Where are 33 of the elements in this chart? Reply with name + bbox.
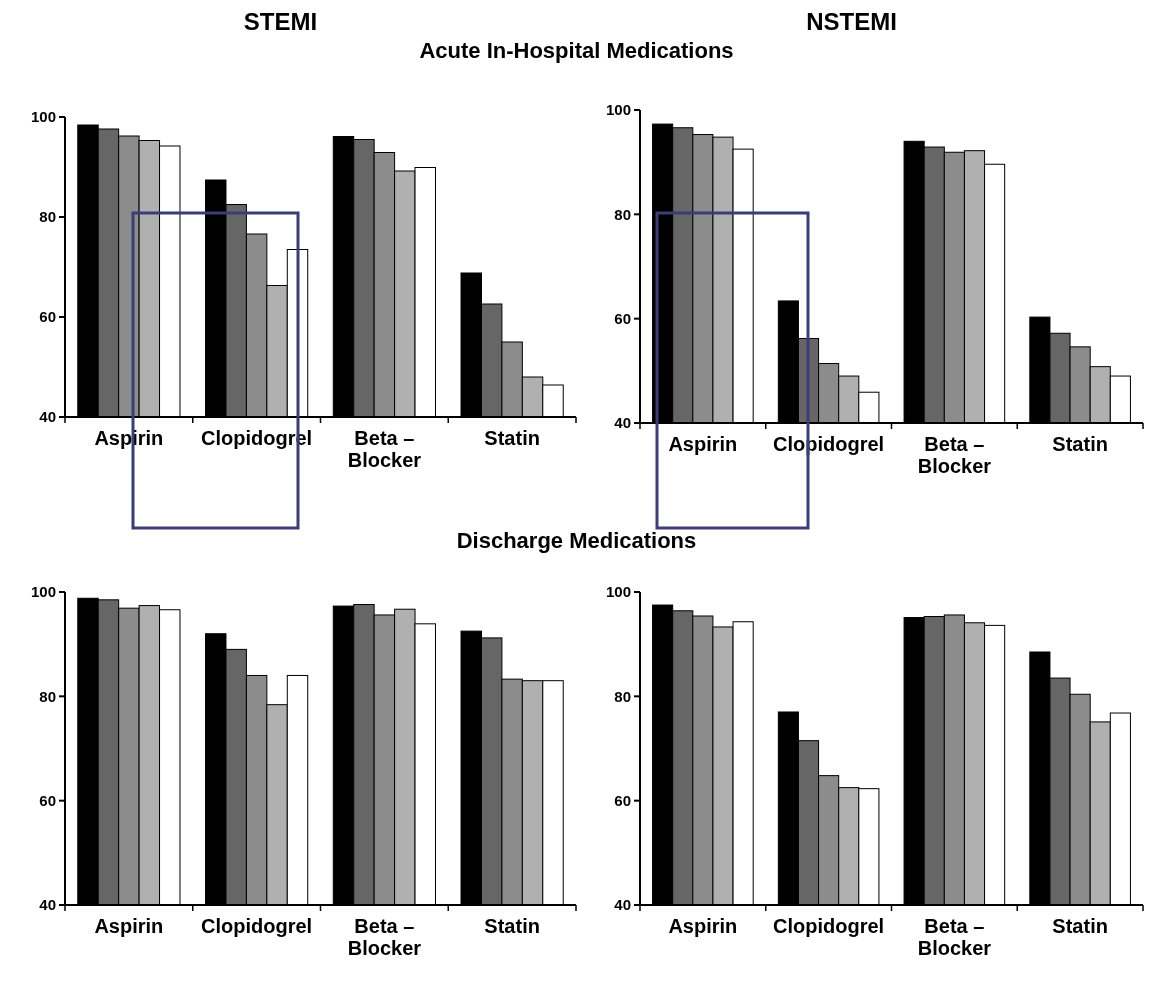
y-tick-label: 60 xyxy=(614,791,631,809)
y-tick-label: 60 xyxy=(39,791,56,809)
chart-subtitle: Acute In-Hospital Medications xyxy=(419,38,734,63)
x-tick-label: Beta – Blocker xyxy=(347,427,422,471)
x-tick-label: Beta – Blocker xyxy=(917,433,992,477)
chart-subtitle: Discharge Medications xyxy=(456,528,697,553)
x-tick-label: Beta – Blocker xyxy=(917,915,992,959)
x-tick-label: Clopidogrel xyxy=(201,915,313,937)
x-tick-label: Aspirin xyxy=(668,433,738,455)
x-tick-label: Aspirin xyxy=(668,915,738,937)
y-tick-label: 40 xyxy=(39,896,56,914)
y-tick-label: 40 xyxy=(39,408,56,426)
y-tick-label: 100 xyxy=(605,583,631,601)
x-tick-label: Statin xyxy=(484,427,540,449)
x-tick-label: Statin xyxy=(484,915,540,937)
y-tick-label: 80 xyxy=(614,205,631,223)
y-tick-label: 40 xyxy=(614,896,631,914)
y-tick-label: 80 xyxy=(39,687,56,705)
y-tick-label: 80 xyxy=(614,687,631,705)
x-tick-label: Aspirin xyxy=(94,915,164,937)
chart-title: STEMI xyxy=(243,8,318,35)
x-tick-label: Statin xyxy=(1052,915,1108,937)
y-tick-label: 100 xyxy=(605,101,631,119)
y-tick-label: 100 xyxy=(30,583,56,601)
x-tick-label: Clopidogrel xyxy=(773,915,885,937)
y-tick-label: 100 xyxy=(30,108,56,126)
x-tick-label: Statin xyxy=(1052,433,1108,455)
y-tick-label: 60 xyxy=(614,309,631,327)
y-tick-label: 40 xyxy=(614,414,631,432)
y-tick-label: 60 xyxy=(39,308,56,326)
y-tick-label: 80 xyxy=(39,208,56,226)
x-tick-label: Beta – Blocker xyxy=(347,915,422,959)
chart-title: NSTEMI xyxy=(806,8,897,35)
